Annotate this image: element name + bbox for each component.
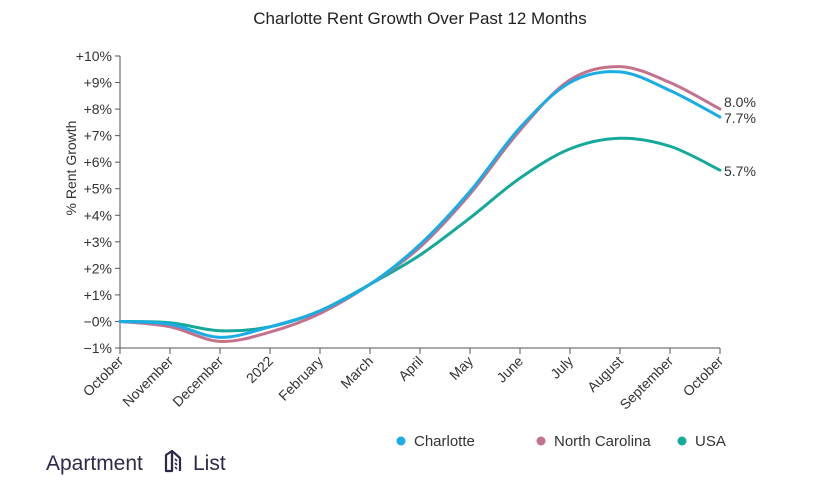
x-tick-label: March <box>337 353 376 392</box>
brand-text-apartment: Apartment <box>46 452 143 475</box>
y-tick-label: +1% <box>84 287 112 303</box>
x-tick-label: May <box>446 353 476 383</box>
y-tick-label: +5% <box>84 181 112 197</box>
brand-text-list: List <box>193 452 226 475</box>
legend-label-north-carolina: North Carolina <box>554 433 651 450</box>
y-tick-label: +10% <box>76 48 112 64</box>
chart-title: Charlotte Rent Growth Over Past 12 Month… <box>253 9 587 28</box>
y-tick-label: −1% <box>84 340 112 356</box>
legend-label-usa: USA <box>695 433 726 450</box>
legend-label-charlotte: Charlotte <box>414 433 475 450</box>
series-line-charlotte <box>118 70 722 339</box>
x-tick-label: November <box>119 353 176 410</box>
y-tick-label: +7% <box>84 128 112 144</box>
x-tick-label: September <box>616 353 676 413</box>
end-label-north-carolina: 8.0% <box>724 94 756 110</box>
y-tick-label: +4% <box>84 207 112 223</box>
series-lines <box>118 65 722 343</box>
legend-marker-charlotte <box>396 436 406 446</box>
x-tick-label: December <box>169 353 226 410</box>
y-tick-label: +2% <box>84 260 112 276</box>
y-tick-label: +3% <box>84 234 112 250</box>
series-line-usa <box>118 136 722 333</box>
x-tick-label: October <box>680 353 727 400</box>
apartment-list-logo: Apartment List <box>46 449 226 475</box>
y-tick-label: +9% <box>84 75 112 91</box>
y-tick-label: −0% <box>84 313 112 329</box>
x-tick-label: February <box>275 353 326 404</box>
legend-marker-usa <box>677 436 687 446</box>
end-labels: 7.7%8.0% 5.7% <box>724 94 756 179</box>
end-label-charlotte: 7.7% <box>724 110 756 126</box>
legend-marker-north-carolina <box>536 436 546 446</box>
y-tick-label: +8% <box>84 101 112 117</box>
x-tick-label: October <box>80 353 127 400</box>
apartment-list-logo-icon <box>164 449 182 473</box>
x-tick-label: April <box>395 353 426 384</box>
x-tick-label: 2022 <box>243 353 276 386</box>
legend: Charlotte North Carolina USA <box>396 433 726 450</box>
x-tick-label: August <box>584 353 626 395</box>
series-line-north-carolina <box>118 65 722 343</box>
x-tick-label: July <box>547 353 576 382</box>
y-tick-label: +6% <box>84 154 112 170</box>
end-label-usa: 5.7% <box>724 163 756 179</box>
axes: −1% −0% +1% +2% +3% +4% +5% +6% +7% +8% +9% +10% Oct… <box>76 48 727 413</box>
y-axis-label: % Rent Growth <box>63 121 79 216</box>
x-tick-label: June <box>493 353 526 386</box>
